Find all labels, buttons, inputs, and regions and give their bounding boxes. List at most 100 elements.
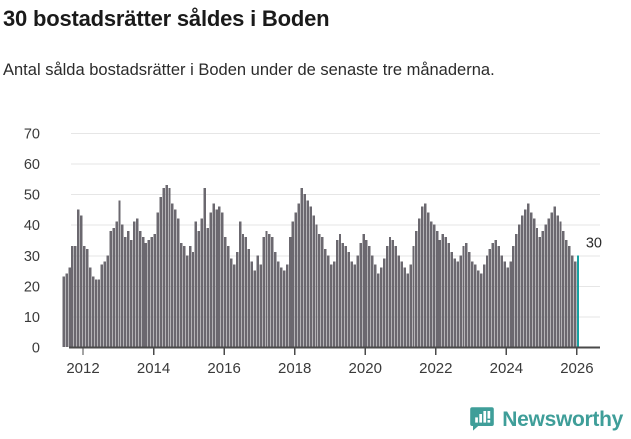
bar	[77, 209, 80, 347]
bar	[130, 240, 133, 347]
bar	[338, 233, 342, 347]
bar	[288, 236, 292, 347]
bar	[356, 255, 359, 347]
bar	[359, 243, 362, 347]
bar	[532, 218, 536, 347]
chart-subtitle: Antal sålda bostadsrätter i Boden under …	[3, 61, 495, 79]
bar	[394, 246, 398, 347]
y-axis-tick-label: 10	[24, 310, 40, 326]
bar	[426, 212, 430, 347]
bar	[494, 240, 498, 347]
bar	[515, 233, 518, 347]
bar	[329, 264, 333, 347]
bar	[491, 243, 495, 347]
bar	[391, 240, 395, 347]
bar	[71, 246, 74, 347]
bar	[153, 233, 157, 347]
bar	[294, 212, 298, 347]
x-axis-tick-label: 2018	[278, 360, 311, 377]
bar	[282, 270, 286, 347]
bar	[341, 243, 345, 347]
bar	[180, 243, 183, 347]
bar	[118, 200, 121, 347]
bar	[412, 246, 415, 347]
x-axis-tick-label: 2022	[419, 360, 452, 377]
bar	[400, 261, 403, 347]
bar	[109, 230, 112, 347]
bar-chart-svg: 0 10 20 30 40 50 60 70 2012 2014 2016 2018 2020 2022…	[24, 127, 602, 378]
bar	[438, 240, 442, 347]
bar	[450, 252, 453, 347]
bar	[435, 230, 439, 347]
bar	[332, 261, 336, 347]
bar	[571, 255, 574, 347]
bar	[259, 264, 262, 347]
bar	[62, 276, 65, 347]
bar	[506, 267, 509, 347]
y-axis-tick-label: 20	[24, 279, 40, 295]
bar	[541, 230, 545, 347]
bar	[374, 264, 377, 347]
bar	[85, 249, 89, 347]
bar	[512, 246, 515, 347]
bar	[74, 246, 77, 347]
y-axis-tick-label: 0	[32, 341, 40, 357]
bar	[165, 184, 168, 347]
bar	[377, 273, 380, 347]
bar	[121, 224, 124, 347]
bar	[100, 264, 104, 347]
x-axis-tick-label: 2012	[66, 360, 99, 377]
x-axis-labels: 2012 2014 2016 2018 2020 2022 2024 2026	[66, 360, 593, 377]
bar	[315, 224, 318, 347]
bar	[138, 230, 142, 347]
bar	[462, 246, 465, 347]
bar	[347, 252, 351, 347]
bar	[262, 236, 265, 347]
bar	[471, 261, 474, 347]
bar	[418, 218, 421, 347]
bar	[324, 249, 327, 347]
x-axis-tick-label: 2016	[207, 360, 240, 377]
axis	[69, 346, 600, 355]
bar	[415, 230, 418, 347]
bar	[521, 215, 524, 347]
bar	[444, 236, 448, 347]
page-title: 30 bostadsrätter såldes i Boden	[3, 6, 330, 31]
bar	[106, 255, 109, 347]
bar	[103, 261, 107, 347]
bar	[382, 258, 386, 347]
bar	[453, 258, 456, 347]
bar	[247, 249, 251, 347]
bar	[553, 206, 556, 347]
bar	[335, 240, 339, 347]
bar	[285, 264, 289, 347]
bar	[562, 230, 565, 347]
bar	[159, 197, 162, 347]
bar	[174, 209, 177, 347]
bar	[238, 221, 242, 347]
bar	[277, 261, 280, 347]
bar	[365, 240, 368, 347]
bar	[88, 267, 92, 347]
bar	[147, 240, 151, 347]
bar	[171, 203, 174, 347]
bar	[421, 206, 424, 347]
bar	[327, 255, 330, 347]
bar	[91, 276, 95, 347]
bar	[97, 279, 101, 347]
bar	[385, 246, 389, 347]
bar	[227, 246, 230, 347]
bar	[465, 243, 468, 347]
bar	[65, 273, 68, 347]
bar	[468, 252, 471, 347]
value-annotations: 30	[586, 235, 602, 251]
bar	[406, 273, 409, 347]
bar	[559, 221, 562, 347]
bar	[403, 267, 406, 347]
bar	[524, 209, 527, 347]
bar	[83, 246, 86, 347]
bar	[344, 246, 348, 347]
bar	[500, 255, 503, 347]
bar	[206, 227, 209, 347]
bar	[209, 212, 212, 347]
